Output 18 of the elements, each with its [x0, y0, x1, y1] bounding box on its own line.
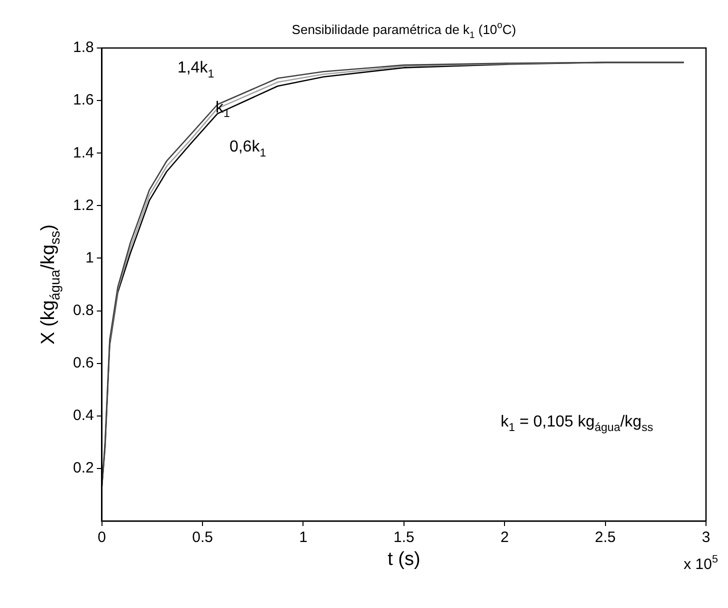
x-tick-label: 0.5	[192, 529, 213, 546]
x-axis-title: t (s)	[388, 549, 420, 570]
x-tick-label: 0	[98, 529, 106, 546]
y-tick-label: 0.6	[72, 354, 94, 372]
x-tick-label: 2.5	[594, 529, 616, 546]
y-axis-title: X (kgágua/kgss)	[38, 224, 63, 345]
x-tick-label: 3	[702, 529, 710, 546]
y-tick-label: 1	[86, 249, 94, 266]
y-tick-label: 0.4	[72, 407, 94, 424]
y-tick-label: 1.4	[72, 144, 94, 162]
x-tick-label: 1.5	[393, 529, 414, 546]
y-tick-label: 0.2	[72, 460, 94, 477]
y-tick-label: 0.8	[72, 302, 94, 319]
x-tick-label: 1	[299, 529, 308, 546]
y-tick-label: 1.2	[72, 196, 94, 214]
y-tick-label: 1.6	[72, 92, 94, 109]
y-tick-label: 1.8	[72, 39, 94, 56]
x-tick-label: 2	[500, 529, 509, 546]
